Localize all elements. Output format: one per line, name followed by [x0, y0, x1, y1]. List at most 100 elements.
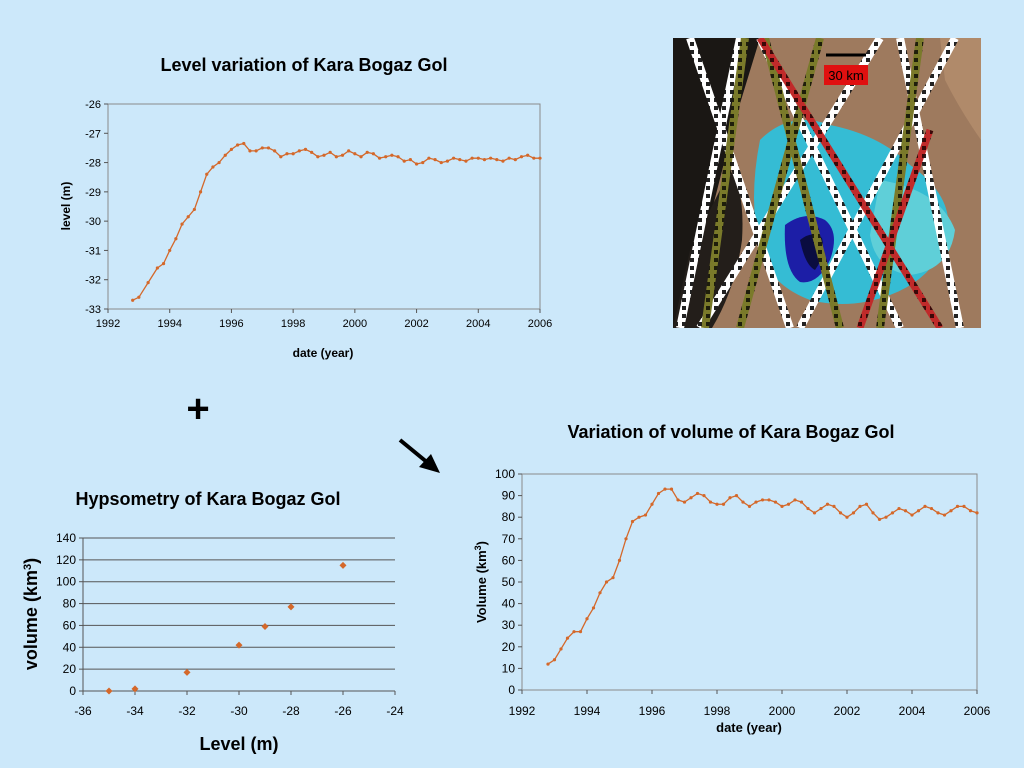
data-point [858, 504, 862, 508]
data-point [793, 498, 797, 502]
data-point [223, 153, 227, 157]
data-point [728, 496, 732, 500]
level-ylabel: level (m) [59, 182, 73, 231]
x-tick-label: 1994 [574, 704, 601, 718]
y-tick-label: 90 [502, 489, 516, 503]
data-point [229, 147, 234, 151]
data-point [669, 487, 674, 491]
data-point [624, 537, 628, 541]
x-tick-label: 1996 [219, 318, 243, 330]
data-point [611, 576, 615, 580]
volume-xlabel: date (year) [716, 720, 782, 735]
hypsometry-ylabel: volume (km3) [21, 558, 41, 670]
y-tick-label: 80 [502, 510, 516, 524]
y-tick-label: -32 [85, 275, 101, 287]
volume-axis-ticks: 1992 1994 1996 1998 2000 2002 2004 2006 0 10 20 30 4… [495, 467, 991, 718]
data-point [217, 160, 221, 165]
data-point [470, 156, 474, 160]
y-tick-label: 30 [502, 618, 516, 632]
x-tick-label: -28 [282, 704, 300, 718]
level-xlabel: date (year) [293, 346, 354, 360]
data-point [365, 150, 369, 154]
data-point [532, 156, 536, 160]
data-point [682, 500, 687, 504]
data-point [310, 150, 314, 154]
data-point [968, 509, 973, 513]
data-point [884, 515, 888, 519]
track-red-1 [757, 38, 943, 328]
y-tick-label: -30 [85, 216, 101, 228]
y-tick-label: 50 [502, 575, 516, 589]
data-point [845, 515, 849, 519]
data-point [864, 502, 869, 506]
data-point [279, 155, 283, 159]
data-point [936, 511, 940, 515]
data-point [287, 603, 295, 611]
data-point [819, 506, 823, 511]
track-red-2 [856, 128, 934, 328]
data-point [482, 158, 487, 162]
volume-series [546, 487, 979, 666]
data-point [630, 519, 635, 524]
data-point [266, 146, 271, 150]
data-point [495, 158, 499, 162]
data-point [248, 149, 252, 153]
data-point [780, 504, 784, 508]
data-point [316, 155, 320, 159]
hypsometry-axis-ticks: -36 -34 -32 -30 -28 -26 -24 0 20 40 60 80 100 120 140 [56, 531, 404, 718]
data-point [371, 152, 375, 156]
y-tick-label: -28 [85, 158, 101, 170]
data-point [211, 165, 215, 169]
data-point [414, 162, 419, 166]
volume-chart: Variation of volume of Kara Bogaz Gol 19… [473, 422, 991, 735]
data-point [812, 511, 817, 515]
data-point [526, 153, 530, 157]
data-point [929, 506, 934, 511]
data-point [552, 658, 557, 662]
x-tick-label: 2006 [964, 704, 991, 718]
x-tick-label: 1998 [281, 318, 305, 330]
data-point [384, 155, 388, 159]
volume-ylabel-main: Volume (km [474, 550, 489, 623]
data-point [598, 591, 602, 595]
volume-ylabel: Volume (km3) [473, 541, 489, 623]
y-tick-label: 0 [69, 684, 76, 698]
track-green-1 [701, 38, 749, 328]
x-tick-label: 1998 [704, 704, 731, 718]
data-point [131, 685, 139, 693]
volume-ylabel-close: ) [474, 541, 489, 545]
data-point [643, 513, 648, 517]
y-tick-label: 120 [56, 553, 76, 567]
x-tick-label: 1992 [509, 704, 536, 718]
data-point [359, 155, 363, 159]
data-point [702, 494, 706, 498]
data-point [513, 158, 517, 162]
x-tick-label: -36 [74, 704, 92, 718]
y-tick-label: -27 [85, 128, 101, 140]
y-tick-label: 60 [502, 553, 516, 567]
data-point [427, 156, 431, 160]
x-tick-label: -24 [386, 704, 404, 718]
data-point [585, 617, 589, 621]
scale-label: 30 km [828, 68, 863, 83]
track-green-4 [876, 38, 924, 328]
satellite-image: 30 km [673, 38, 981, 328]
data-point [507, 156, 511, 160]
data-point [180, 222, 184, 226]
arrow-icon [398, 438, 440, 473]
data-point [838, 511, 843, 515]
data-point [192, 207, 196, 212]
data-point [131, 298, 135, 302]
data-point [452, 156, 456, 160]
track-green-3 [736, 38, 824, 328]
x-tick-label: 2000 [343, 318, 367, 330]
data-point [760, 498, 765, 502]
data-point [161, 262, 166, 266]
level-axis-ticks: 1992 1994 1996 1998 2000 2002 2004 2006 -33 -32 -3… [85, 99, 552, 330]
data-point [695, 491, 700, 496]
data-point [578, 630, 583, 634]
hypsometry-ylabel-main: volume (km [21, 570, 41, 670]
data-point [464, 159, 468, 163]
y-tick-label: 20 [63, 662, 77, 676]
data-point [421, 160, 425, 165]
